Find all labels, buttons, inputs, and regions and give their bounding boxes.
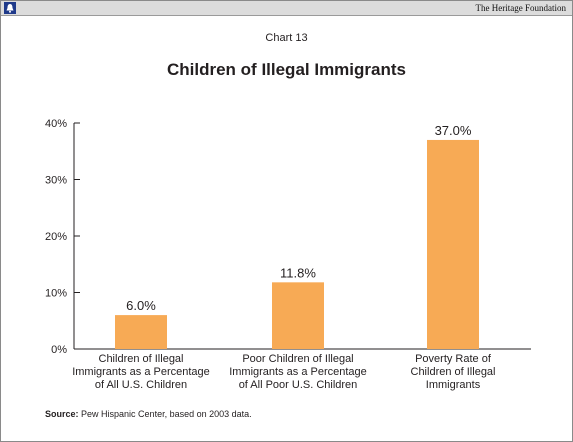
category-label-line: of All U.S. Children [71,379,211,392]
bar [115,315,167,349]
data-label: 6.0% [126,298,156,313]
category-label: Poor Children of Illegal Immigrants as a … [228,353,368,392]
category-label-line: of All Poor U.S. Children [228,379,368,392]
data-label: 11.8% [280,265,316,280]
y-tick-label: 30% [45,175,67,187]
category-label-line: Children of Illegal [71,353,211,366]
source-text: Pew Hispanic Center, based on 2003 data. [81,409,252,419]
category-label-line: Poverty Rate of [383,353,523,366]
category-label-line: Immigrants [383,379,523,392]
category-label-line: Poor Children of Illegal [228,353,368,366]
category-label: Children of Illegal Immigrants as a Perce… [71,353,211,392]
source-note: Source: Pew Hispanic Center, based on 20… [45,409,252,419]
data-label: 37.0% [435,123,472,138]
category-label-line: Immigrants as a Percentage [71,366,211,379]
bar [427,140,479,349]
category-label-line: Children of Illegal [383,366,523,379]
y-tick-label: 20% [45,231,67,243]
bars [115,140,479,349]
bar [272,282,324,349]
category-label: Poverty Rate of Children of Illegal Immigr… [383,353,523,392]
y-tick-label: 40% [45,118,67,130]
y-tick-label: 0% [51,344,67,356]
y-tick-label: 10% [45,288,67,300]
category-label-line: Immigrants as a Percentage [228,366,368,379]
source-label: Source: [45,409,79,419]
